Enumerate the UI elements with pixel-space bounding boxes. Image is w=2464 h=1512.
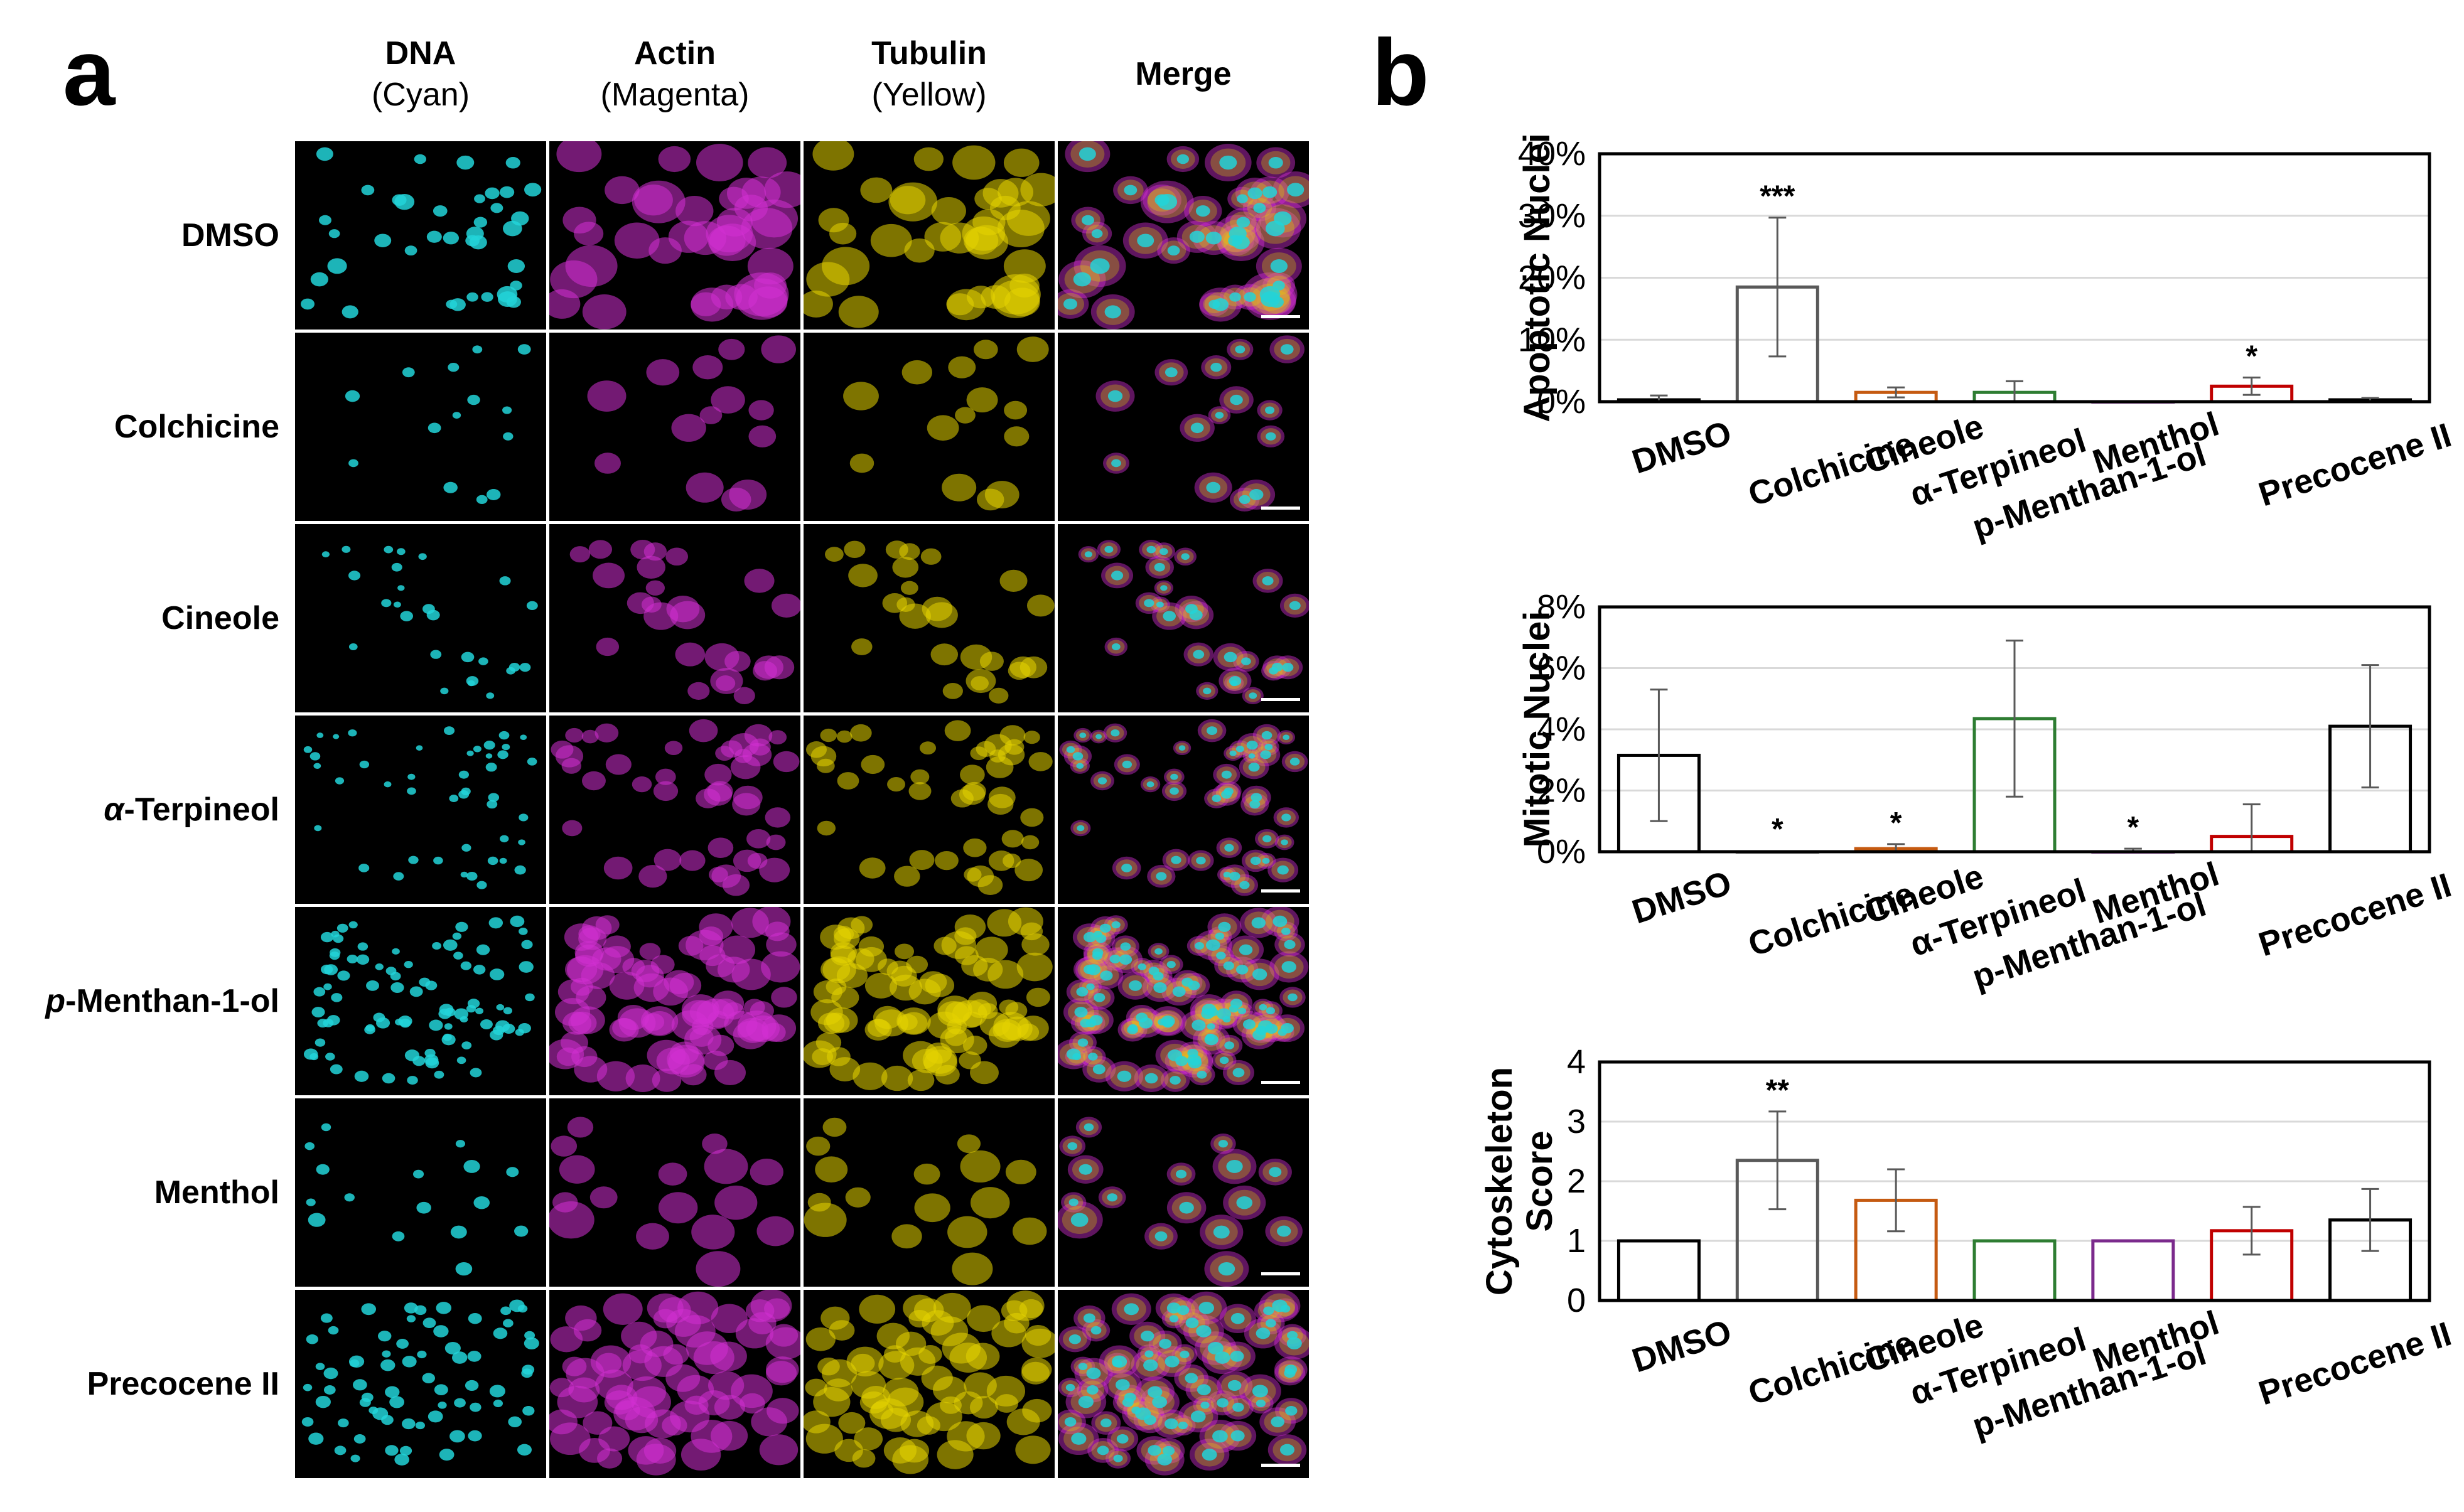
microscopy-tile xyxy=(804,1290,1055,1478)
scale-bar xyxy=(1261,507,1300,510)
microscopy-tile xyxy=(295,907,546,1095)
microscopy-tile xyxy=(549,524,800,712)
channel-title: Merge xyxy=(1135,56,1232,92)
y-tick-label: 2% xyxy=(1537,772,1586,810)
chart-2: 0%2%4%6%8%* * *DMSO ColchicineCineoleα-Terp… xyxy=(1517,588,2456,996)
scale-bar xyxy=(1261,1464,1300,1467)
microscopy-tile xyxy=(295,1290,546,1478)
microscopy-tile xyxy=(804,524,1055,712)
y-tick-label: 4% xyxy=(1537,710,1586,748)
x-category-label: DMSO xyxy=(1628,1312,1736,1380)
y-tick-label: 0 xyxy=(1567,1282,1586,1319)
microscopy-tile xyxy=(295,716,546,904)
microscopy-tile xyxy=(804,716,1055,904)
bar xyxy=(1972,1239,2057,1302)
y-tick-label: 0% xyxy=(1537,383,1586,421)
significance-marker: * xyxy=(2246,340,2257,373)
y-tick-label: 6% xyxy=(1537,650,1586,687)
microscopy-tile xyxy=(549,907,800,1095)
x-category-label: Precocene II xyxy=(2254,1315,2456,1412)
channel-title: Actin xyxy=(634,35,716,72)
y-tick-label: 40% xyxy=(1518,135,1586,173)
microscopy-image-grid xyxy=(295,141,1309,1478)
microscopy-tile xyxy=(1058,141,1309,330)
channel-header-tubulin: Tubulin (Yellow) xyxy=(804,33,1055,115)
significance-marker: ** xyxy=(1766,1074,1790,1107)
microscopy-tile xyxy=(295,333,546,521)
microscopy-tile xyxy=(1058,1098,1309,1287)
y-tick-label: 30% xyxy=(1518,197,1586,235)
x-category-label: DMSO xyxy=(1628,414,1736,481)
y-tick-label: 0% xyxy=(1537,833,1586,871)
significance-marker: * xyxy=(2128,811,2139,844)
panel-label-a: a xyxy=(63,19,116,125)
scale-bar xyxy=(1261,698,1300,701)
chart-1: 0%10%20%30%40%****DMSO ColchicineCineoleα… xyxy=(1517,133,2456,546)
channel-subtitle: (Magenta) xyxy=(600,77,750,113)
microscopy-tile xyxy=(1058,333,1309,521)
x-category-label: DMSO xyxy=(1628,864,1736,931)
microscopy-tile xyxy=(549,1290,800,1478)
y-tick-label: 10% xyxy=(1518,321,1586,358)
y-axis-label: Mitotic Nuclei xyxy=(1517,611,1557,847)
plot-frame xyxy=(1598,1060,2431,1302)
microscopy-tile xyxy=(1058,524,1309,712)
significance-marker: * xyxy=(1772,813,1783,846)
microscopy-tile xyxy=(1058,716,1309,904)
panel-label-b: b xyxy=(1372,19,1429,125)
y-tick-label: 3 xyxy=(1567,1103,1586,1140)
y-axis-label: Cytoskeleton xyxy=(1479,1067,1520,1295)
scale-bar xyxy=(1261,315,1300,318)
plot-frame xyxy=(1598,152,2431,404)
scale-bar xyxy=(1261,889,1300,893)
microscopy-tile xyxy=(549,141,800,330)
channel-header-dna: DNA (Cyan) xyxy=(295,33,546,115)
channel-header-actin: Actin (Magenta) xyxy=(549,33,800,115)
channel-title: Tubulin xyxy=(871,35,987,72)
y-axis-label: Score xyxy=(1519,1130,1560,1231)
microscopy-tile xyxy=(549,1098,800,1287)
significance-marker: *** xyxy=(1760,180,1795,213)
y-tick-label: 20% xyxy=(1518,259,1586,297)
microscopy-tile xyxy=(295,524,546,712)
microscopy-tile xyxy=(549,716,800,904)
bar xyxy=(1617,1239,1701,1302)
microscopy-tile xyxy=(804,907,1055,1095)
row-label-dmso: DMSO xyxy=(181,217,279,254)
significance-marker: * xyxy=(1890,807,1902,840)
row-label-precocene-ii: Precocene II xyxy=(87,1366,279,1402)
row-label-cineole: Cineole xyxy=(161,600,279,636)
x-category-label: Precocene II xyxy=(2254,866,2456,963)
channel-header-merge: Merge xyxy=(1058,53,1309,95)
microscopy-tile xyxy=(804,141,1055,330)
microscopy-tile xyxy=(1058,1290,1309,1478)
scale-bar xyxy=(1261,1081,1300,1084)
y-axis-label: Apoptotic Nuclei xyxy=(1517,133,1557,422)
microscopy-tile xyxy=(804,1098,1055,1287)
channel-subtitle: (Cyan) xyxy=(371,77,470,113)
microscopy-tile xyxy=(549,333,800,521)
microscopy-tile xyxy=(1058,907,1309,1095)
channel-title: DNA xyxy=(385,35,456,72)
x-category-label: Precocene II xyxy=(2254,416,2456,513)
row-label-colchicine: Colchicine xyxy=(114,409,279,445)
row-label-alpha-terpineol: α-Terpineol xyxy=(104,791,279,828)
microscopy-tile xyxy=(295,141,546,330)
y-tick-label: 2 xyxy=(1567,1162,1586,1200)
y-tick-label: 1 xyxy=(1567,1222,1586,1260)
plot-frame xyxy=(1598,605,2431,854)
y-tick-label: 4 xyxy=(1567,1043,1586,1081)
bar xyxy=(2091,1239,2175,1302)
microscopy-tile xyxy=(804,333,1055,521)
row-label-menthol: Menthol xyxy=(154,1174,279,1211)
row-label-p-menthan-1-ol: p-Menthan-1-ol xyxy=(45,983,279,1019)
channel-subtitle: (Yellow) xyxy=(871,77,987,113)
y-tick-label: 8% xyxy=(1537,588,1586,626)
scale-bar xyxy=(1261,1272,1300,1275)
microscopy-tile xyxy=(295,1098,546,1287)
